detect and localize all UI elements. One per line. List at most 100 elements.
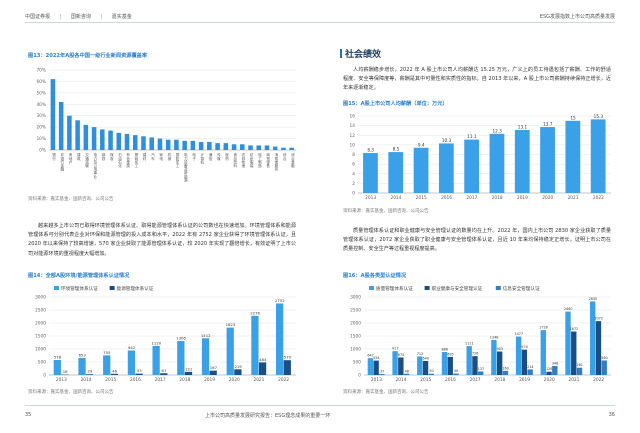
data-label: 726 bbox=[472, 352, 478, 356]
bar bbox=[281, 147, 286, 150]
x-tick-label: 通信 bbox=[208, 152, 213, 161]
fig15-title: 图15：A股上市公司人均薪酬（单位：万元） bbox=[343, 101, 448, 107]
x-tick-label: 轻工制造 bbox=[257, 152, 262, 168]
bar bbox=[248, 145, 253, 150]
bar bbox=[367, 358, 374, 375]
bar bbox=[521, 349, 528, 375]
footer-divider bbox=[25, 405, 615, 406]
bar bbox=[398, 357, 404, 375]
y-tick-label: 8 bbox=[352, 152, 355, 158]
legend-swatch bbox=[495, 286, 501, 290]
bar bbox=[552, 365, 558, 375]
x-tick-label: 2022 bbox=[593, 195, 604, 201]
legend-swatch bbox=[54, 286, 59, 290]
data-label: 37 bbox=[380, 370, 384, 374]
y-tick-label: 3000 bbox=[350, 295, 361, 301]
data-label: 219 bbox=[234, 364, 242, 369]
data-label: 12.3 bbox=[492, 128, 502, 133]
y-tick-label: 20% bbox=[36, 125, 46, 131]
bar bbox=[215, 143, 220, 150]
data-label: 10.3 bbox=[442, 138, 452, 143]
data-label: 1111 bbox=[465, 342, 474, 346]
y-tick-label: 500 bbox=[38, 360, 46, 366]
y-tick-label: 1500 bbox=[350, 334, 361, 340]
fig14-title: 图14：全部A股环境/能源管理体系认证情况 bbox=[28, 273, 130, 279]
bar bbox=[514, 129, 530, 193]
bar bbox=[373, 360, 379, 375]
bar bbox=[464, 139, 480, 193]
bar bbox=[601, 360, 607, 375]
data-label: 137 bbox=[478, 367, 484, 371]
bar bbox=[100, 129, 105, 150]
x-tick-label: 电力及公用事业 bbox=[93, 152, 98, 178]
data-label: 886 bbox=[441, 347, 447, 351]
bar bbox=[91, 127, 97, 150]
legend-label: 信息安全管理认证 bbox=[503, 285, 540, 292]
y-tick-label: 2000 bbox=[350, 321, 361, 327]
x-tick-label: 2018 bbox=[179, 377, 190, 383]
data-label: 29 bbox=[87, 369, 92, 374]
data-label: 560 bbox=[601, 356, 607, 360]
bar bbox=[264, 145, 270, 150]
x-tick-label: 商贸零售 bbox=[265, 152, 270, 168]
x-tick-label: 2013 bbox=[371, 377, 382, 383]
bar bbox=[466, 346, 472, 375]
bar bbox=[207, 142, 212, 150]
data-label: 2830 bbox=[589, 297, 598, 301]
bar bbox=[496, 351, 503, 375]
bar bbox=[141, 136, 146, 150]
bar bbox=[289, 147, 294, 150]
data-label: 15.3 bbox=[594, 114, 604, 119]
bar bbox=[472, 356, 478, 375]
data-label: 9.4 bbox=[418, 142, 425, 147]
bar bbox=[576, 367, 583, 375]
bar bbox=[209, 370, 217, 375]
x-tick-label: 机械 bbox=[167, 152, 172, 161]
bar bbox=[127, 350, 136, 375]
y-tick-label: 4 bbox=[352, 171, 355, 177]
legend-swatch bbox=[109, 286, 115, 290]
data-label: 13.7 bbox=[543, 122, 553, 127]
y-tick-label: 2500 bbox=[35, 308, 46, 314]
bar bbox=[165, 139, 171, 150]
data-label: 348 bbox=[552, 361, 558, 365]
bar bbox=[453, 373, 459, 375]
x-tick-label: 汽车 bbox=[150, 152, 155, 161]
y-tick-label: 10 bbox=[350, 142, 356, 148]
data-label: 18 bbox=[63, 369, 68, 374]
y-tick-label: 0 bbox=[352, 191, 355, 197]
fig16-chart: 0500100015002000250030006475543720139176… bbox=[350, 285, 611, 383]
data-label: 167 bbox=[210, 365, 218, 370]
y-tick-label: 30% bbox=[36, 113, 46, 119]
y-tick-label: 0 bbox=[43, 373, 46, 379]
legend-label: 环境管理体系认证 bbox=[61, 285, 98, 292]
fig13-chart: 0%10%20%30%40%50%60%70%银行 非银行金融 房地产 建筑 交通运输电… bbox=[36, 68, 296, 182]
bar bbox=[174, 139, 179, 150]
bar bbox=[184, 371, 193, 375]
bar bbox=[78, 358, 86, 375]
bar bbox=[565, 120, 581, 193]
x-tick-label: 2019 bbox=[517, 195, 528, 201]
bar bbox=[571, 331, 577, 375]
bar bbox=[223, 143, 229, 150]
x-tick-label: 2020 bbox=[544, 377, 555, 383]
bar bbox=[110, 373, 119, 375]
x-tick-label: 纺织服装 bbox=[249, 152, 254, 168]
bar bbox=[417, 356, 423, 375]
data-label: 281 bbox=[576, 363, 582, 367]
x-tick-label: 消费者服务 bbox=[274, 152, 279, 171]
bar bbox=[226, 327, 234, 375]
x-tick-label: 2019 bbox=[204, 377, 215, 383]
fig13-source: 资料来源：嘉实基金、国新咨询、公司公告 bbox=[28, 197, 114, 202]
bar bbox=[132, 135, 138, 150]
data-label: 1412 bbox=[201, 333, 211, 338]
x-tick-label: 电子 bbox=[191, 152, 196, 161]
footer-center-text: 上市公司高质量发展研究报告：ESG理念成果的重要一环 bbox=[205, 413, 331, 419]
x-tick-label: 食品饮料 bbox=[233, 152, 238, 168]
data-label: 214 bbox=[527, 365, 533, 369]
fig14-source: 资料来源：嘉实基金、国新咨询、公司公告 bbox=[28, 390, 114, 395]
y-tick-label: 60% bbox=[36, 79, 46, 85]
bar bbox=[590, 119, 606, 193]
bar bbox=[53, 359, 61, 375]
data-label: 974 bbox=[521, 345, 527, 349]
